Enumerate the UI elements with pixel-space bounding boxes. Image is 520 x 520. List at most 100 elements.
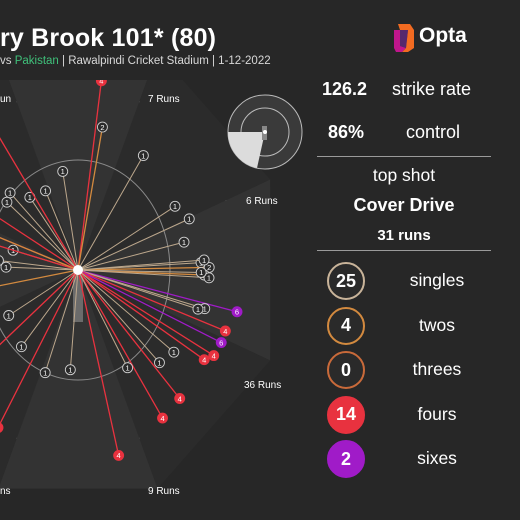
shot-runs-label: 1: [43, 368, 47, 377]
shot-marker: [183, 213, 195, 225]
shot-marker: [195, 266, 207, 278]
shot-marker: [57, 165, 69, 177]
top-shot-heading: top shot: [372, 165, 436, 185]
shot-line: [77, 269, 160, 363]
shot-marker: [198, 354, 210, 366]
shot-marker: [174, 393, 186, 404]
shot-line: [6, 266, 79, 271]
divider-top: [317, 156, 491, 157]
shot-runs-label: 4: [160, 414, 164, 423]
shot-marker: [113, 449, 125, 461]
zone-label-top: 7 Runs: [148, 94, 180, 105]
zone-label-lower-left: ns: [0, 486, 11, 497]
shot-marker: [40, 185, 51, 197]
shot-marker: [95, 80, 107, 87]
shot-runs-label: 1: [8, 189, 12, 198]
shot-line: [6, 201, 79, 271]
shot-runs-label: 4: [223, 327, 227, 336]
shot-marker: [15, 341, 27, 353]
shot-line: [77, 155, 144, 271]
top-shot-name: Cover Drive: [353, 195, 455, 215]
shot-line: [77, 269, 215, 357]
field-sector: [8, 80, 148, 270]
field-sector: [78, 179, 271, 361]
field-sectors: [0, 80, 271, 489]
field-sector: [78, 80, 271, 270]
shot-marker: [137, 150, 149, 161]
shot-runs-label: 1: [207, 274, 211, 283]
shot-line: [69, 269, 79, 370]
shot-marker: [169, 200, 181, 212]
zone-label-lower-right: 36 Runs: [244, 380, 281, 391]
opta-logo-text: Opta: [419, 24, 467, 47]
shot-line: [77, 269, 129, 368]
shot-line: [77, 269, 210, 279]
shot-line: [77, 266, 210, 271]
shot-line: [77, 241, 185, 271]
shot-marker: [39, 367, 51, 379]
shot-marker: [168, 346, 180, 358]
shot-runs-label: 1: [28, 193, 32, 202]
breakdown-label-twos: twos: [419, 314, 455, 335]
shot-runs-label: 1: [0, 256, 1, 265]
shot-line: [77, 269, 205, 361]
shot-line: [77, 269, 120, 456]
shot-line: [77, 269, 238, 313]
control-label: control: [406, 122, 461, 142]
shot-line: [77, 269, 199, 310]
shot-line: [44, 269, 79, 373]
shot-runs-label: 1: [19, 342, 23, 351]
shot-runs-label: 4: [117, 451, 121, 460]
shot-runs-label: 6: [219, 338, 223, 347]
shot-runs-label: 1: [4, 263, 8, 272]
shot-marker: [64, 364, 76, 376]
shot-runs-label: 1: [43, 187, 47, 196]
shot-line: [0, 137, 79, 271]
shot-line: [0, 260, 79, 271]
shot-line: [62, 171, 79, 271]
shot-marker: [178, 236, 190, 248]
shot-line: [45, 190, 79, 271]
shot-line: [29, 197, 79, 271]
field-sector: [0, 270, 78, 485]
shot-marker: [203, 272, 215, 284]
shot-marker: [154, 357, 165, 369]
breakdown-badge-fours: 14: [327, 395, 365, 434]
shot-runs-label: 1: [203, 304, 207, 313]
shot-line: [77, 269, 222, 344]
opta-logo: Opta: [392, 22, 482, 54]
shot-marker: [219, 325, 231, 337]
shot-marker: [0, 422, 4, 433]
shot-line: [0, 237, 79, 271]
match-vs: vs: [0, 55, 12, 67]
shot-marker: [4, 187, 16, 199]
breakdown-badge-singles: 25: [327, 262, 365, 300]
shot-line: [77, 126, 104, 271]
shot-runs-label: 1: [187, 215, 191, 224]
zone-label-upper-right: 6 Runs: [246, 196, 278, 207]
shot-runs-label: 4: [212, 351, 216, 360]
opponent-team: Pakistan: [14, 55, 59, 67]
shot-marker: [208, 350, 220, 362]
opta-logo-icon: [394, 24, 414, 52]
shot-runs-label: 1: [68, 366, 72, 375]
shot-runs-label: 1: [173, 202, 177, 211]
breakdown-label-threes: threes: [412, 359, 462, 379]
shot-runs-label: 2: [207, 263, 211, 272]
inner-circle: [0, 159, 171, 381]
shot-line: [77, 80, 103, 271]
breakdown-label-singles: singles: [409, 270, 465, 290]
shot-line: [0, 269, 79, 426]
shot-line: [9, 192, 79, 271]
breakdown-badge-sixes: 2: [327, 440, 365, 478]
match-venue-date: | Rawalpindi Cricket Stadium | 1-12-2022: [62, 55, 271, 67]
shot-marker: [198, 254, 210, 266]
batter-origin: [73, 265, 83, 275]
shot-lines: 4211111111121211611464414414111214414411…: [0, 80, 243, 461]
shot-line: [0, 269, 79, 287]
shot-marker: [122, 362, 134, 374]
shot-runs-label: 1: [7, 311, 11, 320]
shot-line: [77, 269, 181, 399]
shot-runs-label: 2: [100, 123, 104, 132]
